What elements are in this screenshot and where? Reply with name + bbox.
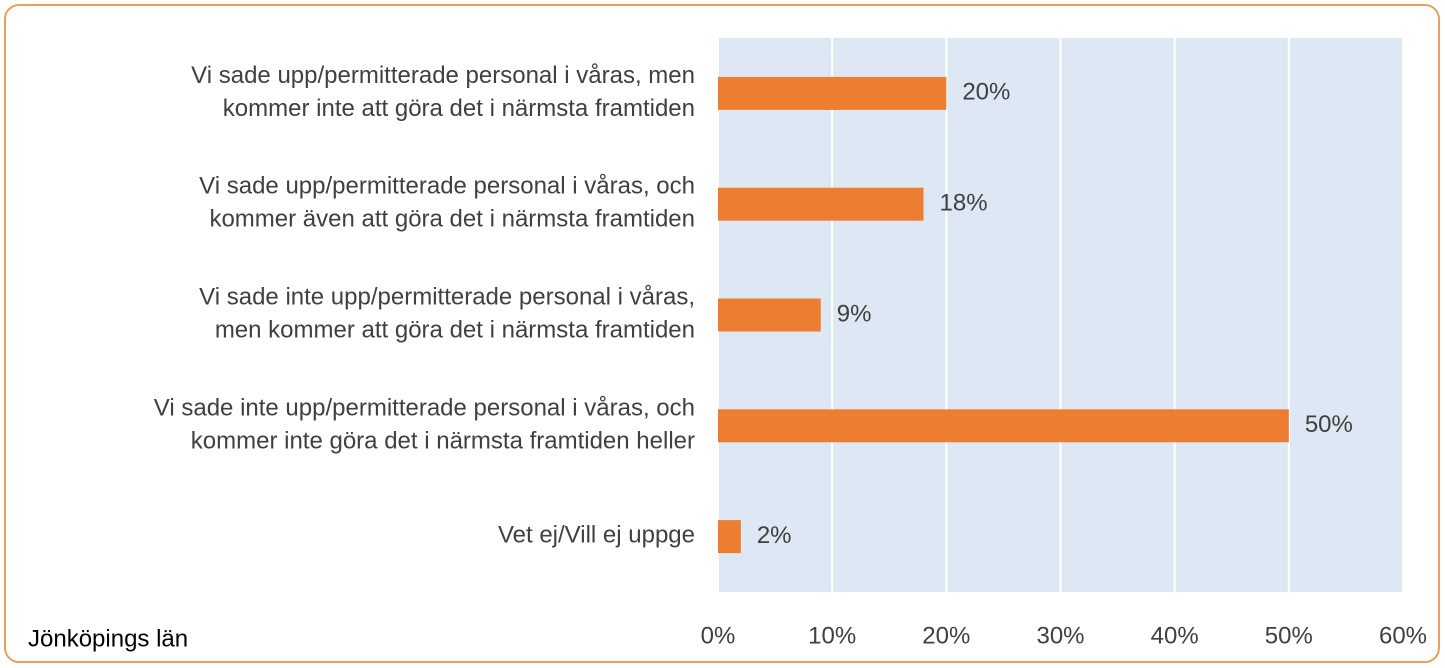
value-label: 2% (757, 522, 792, 549)
x-tick-label: 40% (1151, 622, 1199, 649)
value-label: 9% (837, 300, 872, 327)
y-tick-label: Vi sade upp/permitterade personal i våra… (199, 173, 695, 233)
x-tick-label: 50% (1265, 622, 1313, 649)
x-tick-label: 10% (808, 622, 856, 649)
x-tick-label: 30% (1036, 622, 1084, 649)
x-tick-label: 60% (1379, 622, 1427, 649)
y-tick-label: Vi sade upp/permitterade personal i våra… (191, 62, 695, 122)
footnote: Jönköpings län (28, 625, 188, 652)
bar (718, 76, 947, 110)
y-tick-label: Vi sade inte upp/permitterade personal i… (154, 395, 695, 455)
x-tick-label: 0% (701, 622, 736, 649)
y-tick-label: Vet ej/Vill ej uppge (498, 522, 695, 549)
bar (718, 409, 1289, 443)
y-tick-label: Vi sade inte upp/permitterade personal i… (199, 284, 695, 344)
value-label: 20% (962, 79, 1010, 106)
bar (718, 298, 821, 332)
bar (718, 520, 741, 554)
x-tick-label: 20% (922, 622, 970, 649)
bar (718, 187, 924, 221)
value-label: 50% (1305, 411, 1353, 438)
value-label: 18% (940, 190, 988, 217)
